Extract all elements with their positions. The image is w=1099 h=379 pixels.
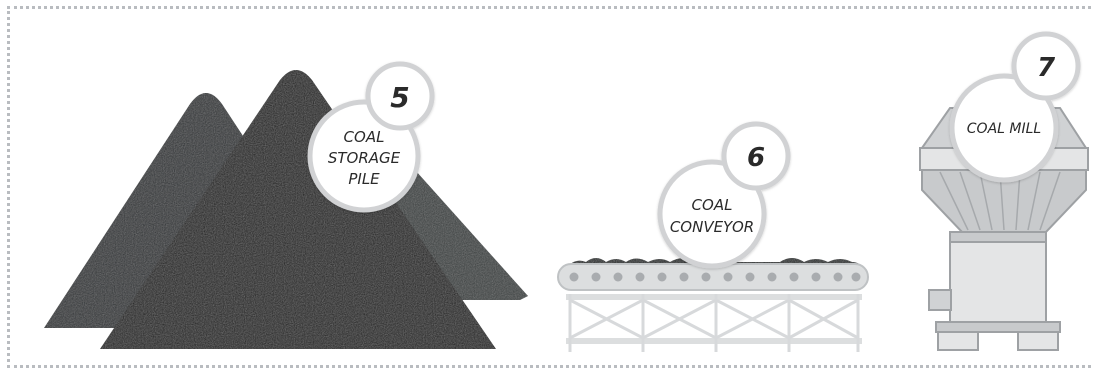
mill-foot-left	[937, 331, 979, 351]
stage-5-label-line-2: STORAGE	[328, 149, 401, 167]
conveyor-truss	[566, 294, 862, 352]
stage-6-label-line-2: CONVEYOR	[670, 218, 754, 236]
dotted-frame	[7, 6, 1091, 368]
coal-pile-front	[100, 70, 496, 349]
mill-cone-ribs	[939, 171, 1061, 231]
stage-6-bubble	[657, 121, 791, 269]
mill-base	[935, 321, 1061, 333]
stage-5-label-line-3: PILE	[348, 170, 380, 188]
conveyor-belt-icon	[557, 258, 869, 352]
stage-7-bubble	[949, 31, 1081, 183]
stage-7-label-line-1: COAL MILL	[967, 121, 1041, 137]
mill-foot-right	[1017, 331, 1059, 351]
stage-6-label-line-1: COAL	[692, 196, 733, 214]
stage-5-bubble	[307, 61, 435, 213]
stage-5-label-line-1: COAL	[344, 128, 385, 146]
mill-pipe	[928, 289, 952, 311]
belt-rollers	[569, 272, 861, 282]
stage-5-number: 5	[390, 81, 409, 114]
stage-7-number: 7	[1037, 53, 1056, 83]
mill-body	[949, 231, 1047, 323]
coal-pile-icon	[44, 70, 528, 349]
stage-6-number: 6	[747, 143, 765, 173]
